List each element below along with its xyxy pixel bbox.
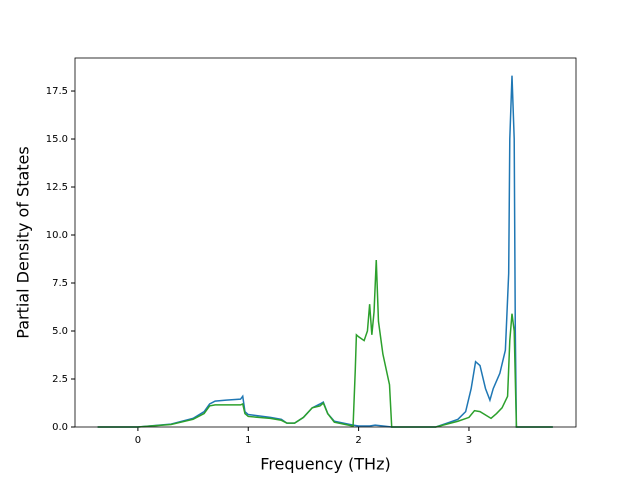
y-tick-label: 2.5 (52, 374, 68, 385)
y-tick-label: 15.0 (46, 134, 68, 145)
data-line (97, 75, 553, 428)
y-tick-label: 10.0 (46, 230, 68, 241)
x-axis-label: Frequency (THz) (260, 455, 390, 474)
y-tick-label: 17.5 (46, 86, 68, 97)
plot-frame (74, 57, 577, 428)
y-axis-label: Partial Density of States (14, 146, 33, 338)
y-tick-label: 12.5 (46, 182, 68, 193)
y-tick-label: 5.0 (52, 326, 68, 337)
x-tick-label: 2 (355, 435, 361, 446)
data-line (97, 259, 553, 428)
x-tick-label: 0 (135, 435, 141, 446)
y-tick-label: 7.5 (52, 278, 68, 289)
x-tick-label: 1 (245, 435, 251, 446)
y-tick-label: 0.0 (52, 422, 68, 433)
x-tick-label: 3 (466, 435, 472, 446)
